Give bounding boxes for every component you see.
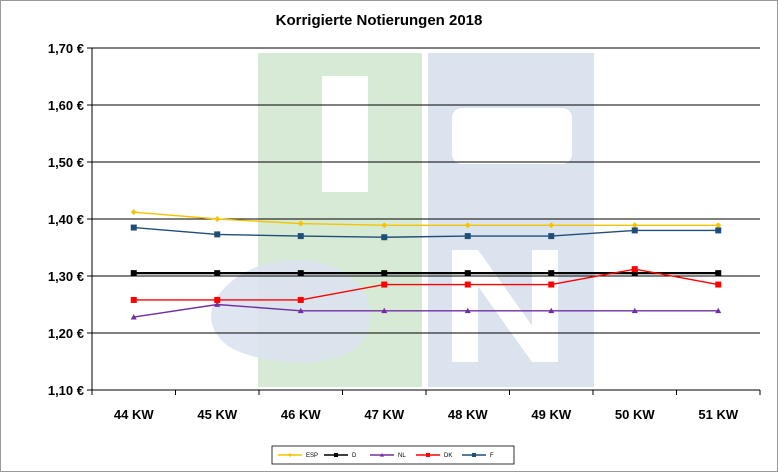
data-point-d	[464, 270, 471, 277]
series-f	[130, 224, 722, 241]
legend-label-esp: ESP	[306, 453, 318, 459]
x-axis-ticks: 44 KW 45 KW 46 KW 47 KW 48 KW 49 KW 50 KW 51 KW	[91, 390, 761, 422]
data-point-f	[130, 224, 137, 231]
data-point-dk	[464, 281, 471, 288]
data-point-d	[297, 270, 304, 277]
series-group	[130, 209, 722, 320]
chart-title: Korrigierte Notierungen 2018	[276, 12, 483, 29]
data-point-nl	[381, 307, 388, 314]
data-point-dk	[548, 281, 555, 288]
data-point-nl	[715, 307, 722, 314]
legend-marker-d	[334, 453, 338, 457]
series-line-esp	[133, 211, 719, 226]
data-point-esp	[130, 209, 137, 216]
series-line-dk	[133, 268, 719, 301]
legend-label-d: D	[352, 453, 357, 459]
data-point-nl	[297, 307, 304, 314]
data-point-esp	[464, 222, 471, 229]
legend-marker-nl	[380, 453, 384, 457]
x-tick-label: 49 KW	[531, 407, 571, 422]
data-point-esp	[381, 222, 388, 229]
data-point-dk	[381, 281, 388, 288]
data-point-dk	[631, 266, 638, 273]
series-line-nl	[133, 303, 719, 318]
gridlines	[92, 47, 760, 334]
data-point-nl	[130, 314, 137, 320]
series-d	[130, 270, 722, 277]
data-point-dk	[297, 296, 304, 303]
x-tick-label: 45 KW	[197, 407, 237, 422]
isn-watermark-logo	[211, 53, 594, 387]
data-point-f	[297, 233, 304, 240]
legend-label-nl: NL	[398, 453, 406, 459]
legend-label-f: F	[490, 453, 494, 459]
y-tick-label: 1,40 €	[48, 212, 84, 227]
data-point-dk	[715, 281, 722, 288]
data-point-f	[548, 233, 555, 240]
data-point-d	[214, 270, 221, 277]
x-tick-label: 48 KW	[448, 407, 488, 422]
data-point-esp	[548, 222, 555, 229]
x-tick-label: 47 KW	[364, 407, 404, 422]
data-point-nl	[464, 307, 471, 314]
data-point-esp	[715, 222, 722, 229]
data-point-f	[381, 234, 388, 241]
y-tick-label: 1,30 €	[48, 269, 84, 284]
data-point-d	[715, 270, 722, 277]
data-point-f	[631, 227, 638, 234]
legend-marker-dk	[426, 453, 430, 457]
y-tick-label: 1,20 €	[48, 326, 84, 341]
data-point-d	[130, 270, 137, 277]
data-point-esp	[297, 220, 304, 227]
series-nl	[130, 301, 722, 320]
data-point-d	[381, 270, 388, 277]
data-point-f	[464, 233, 471, 240]
data-point-f	[214, 231, 221, 238]
data-point-esp	[631, 222, 638, 229]
y-axis-ticks: 1,10 € 1,20 € 1,30 € 1,40 € 1,50 € 1,60 € 1,70…	[48, 41, 92, 398]
y-tick-label: 1,10 €	[48, 383, 84, 398]
data-point-nl	[548, 307, 555, 314]
series-line-f	[133, 226, 719, 238]
x-tick-label: 44 KW	[114, 407, 154, 422]
y-tick-label: 1,50 €	[48, 155, 84, 170]
series-esp	[130, 209, 722, 229]
data-point-nl	[631, 307, 638, 314]
data-point-f	[715, 227, 722, 234]
data-point-d	[548, 270, 555, 277]
data-point-dk	[130, 296, 137, 303]
legend: ESP D NL DK F	[271, 445, 515, 465]
x-tick-label: 50 KW	[615, 407, 655, 422]
data-point-nl	[214, 301, 221, 307]
x-tick-label: 51 KW	[698, 407, 738, 422]
y-tick-label: 1,60 €	[48, 98, 84, 113]
data-point-dk	[214, 296, 221, 303]
series-dk	[130, 266, 722, 303]
data-point-esp	[214, 216, 221, 222]
legend-marker-f	[472, 453, 476, 457]
legend-marker-esp	[288, 453, 292, 457]
legend-label-dk: DK	[444, 453, 452, 459]
y-tick-label: 1,70 €	[48, 41, 84, 56]
x-tick-label: 46 KW	[281, 407, 321, 422]
data-point-d	[631, 270, 638, 277]
